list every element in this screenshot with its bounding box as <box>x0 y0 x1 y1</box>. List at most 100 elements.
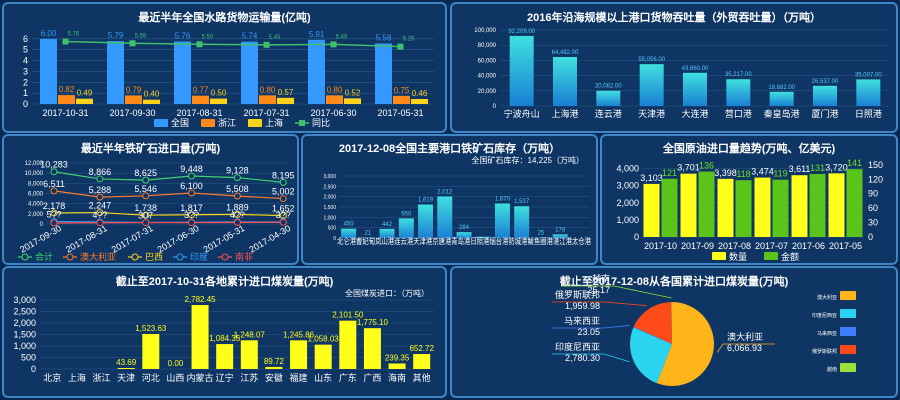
y-tick-label: 10,000 <box>25 171 44 177</box>
chart-title-coal: 截止至2017-10-31各地累计进口煤炭量(万吨) <box>115 276 334 288</box>
data-label: 0.40 <box>144 90 160 99</box>
data-label: 89.72 <box>264 357 285 366</box>
data-label: 119 <box>773 169 787 179</box>
data-label: 136 <box>699 161 714 171</box>
bar <box>363 328 381 369</box>
data-label: 5.79 <box>108 31 124 40</box>
y-tick-label: 12,000 <box>25 161 44 167</box>
bar <box>533 237 549 238</box>
line-point <box>96 219 104 227</box>
bar <box>509 35 534 106</box>
bar-数量 <box>680 173 697 237</box>
legend-swatch <box>764 252 778 260</box>
bar <box>856 79 881 106</box>
legend-label: 印度尼西亚 <box>812 312 837 319</box>
pie-label-value: 25.17 <box>587 285 610 295</box>
y-tick-label: 60,000 <box>478 58 497 64</box>
x-tick-label: 海南 <box>388 372 406 383</box>
data-label: 6.00 <box>41 29 57 38</box>
y-tick-label: 80,000 <box>478 43 497 49</box>
data-label: 121 <box>662 168 677 178</box>
legend-label: 上海 <box>265 117 283 128</box>
pie-label-value: 1,959.98 <box>565 301 600 311</box>
data-label: 4?? <box>92 210 107 220</box>
line-point <box>233 192 241 200</box>
x-tick-label: 2017-08 <box>718 241 751 251</box>
data-label: 0.80 <box>260 85 276 94</box>
data-label: 6,100 <box>180 181 203 191</box>
line-data-label: 5.45 <box>269 35 281 41</box>
chart-title-coalsrc: 截止至2017-12-08从各国累计进口煤炭量(万吨) <box>559 276 789 288</box>
bar-全国 <box>375 43 392 104</box>
data-label: 0.52 <box>345 88 361 97</box>
bar-浙江 <box>259 95 276 104</box>
y-tick-label: 0 <box>31 364 36 374</box>
bar <box>683 72 707 106</box>
data-label: 43.69 <box>116 358 137 367</box>
data-label: 35,217.00 <box>725 72 752 78</box>
legend-label: 浙江 <box>218 117 236 128</box>
bar-金额 <box>661 178 678 237</box>
y2-tick-label: 0 <box>868 232 873 242</box>
data-label: 178 <box>555 227 566 233</box>
bar <box>437 196 453 238</box>
y-tick-label: 1,500 <box>13 330 36 340</box>
data-label: 284 <box>459 225 470 231</box>
data-label: 1,652 <box>272 204 295 214</box>
bar <box>379 228 395 238</box>
data-label: 3,701 <box>677 163 700 173</box>
y-tick-label: 6 <box>23 34 28 44</box>
data-label: 8,625 <box>134 168 157 178</box>
legend-label: 全国 <box>171 117 189 128</box>
bar-上海 <box>411 99 428 104</box>
x-tick-label: 广东 <box>339 372 357 383</box>
x-tick-label: 北京 <box>43 372 61 383</box>
y-tick-label: 0 <box>493 104 497 110</box>
chart-ironstock: 0 500 1,000 1,500 2,000 2,500 3,000 450 21 442 950… <box>323 174 591 246</box>
data-label: 26,537.00 <box>812 79 839 85</box>
x-tick-label: 河北 <box>142 372 160 383</box>
data-label: 5?? <box>46 209 61 219</box>
data-label: 0.50 <box>211 89 227 98</box>
y-tick-label: 0 <box>40 222 44 228</box>
legend-label: 巴西 <box>145 252 163 262</box>
data-label: 9,128 <box>226 166 249 176</box>
x-tick-labels: 北仑港曹妃甸岚山港连云港天津港京唐港青岛港日照港烟台港防城港鲅鱼圈港湛江港太仓港 <box>337 236 591 246</box>
panel-coal: 截止至2017-10-31各地累计进口煤炭量(万吨) 全国煤炭进口：（万吨） 0… <box>2 266 447 398</box>
bar <box>553 56 577 106</box>
x-tick-label: 山东 <box>314 372 332 383</box>
legend-swatch-point <box>299 120 305 126</box>
bar-金额 <box>846 169 863 237</box>
y2-tick-label: 90 <box>868 189 878 199</box>
bar-上海 <box>143 99 160 104</box>
x-tick-label: 2017-07 <box>755 241 788 251</box>
y-tick-label: 20,000 <box>478 89 497 95</box>
bar <box>769 91 794 106</box>
data-label: 5,288 <box>89 185 112 195</box>
line-point <box>50 168 58 176</box>
data-label: 3,611 <box>789 164 811 174</box>
y-tick-label: 1,500 <box>323 205 336 211</box>
line-data-label: 5.49 <box>336 34 348 40</box>
y2-tick-label: 120 <box>868 174 883 184</box>
y2-tick-label: 60 <box>868 203 878 213</box>
data-label: 92,209.00 <box>508 29 535 35</box>
leader-line <box>552 325 630 329</box>
data-label: 18,682.00 <box>768 85 795 91</box>
y-tick-label: 40,000 <box>478 74 497 80</box>
y-tick-label: 3,000 <box>616 181 639 191</box>
bar <box>596 90 621 106</box>
legend-swatch <box>154 119 168 127</box>
data-label: 2,101.50 <box>332 311 364 320</box>
data-label: 5,002 <box>272 187 295 197</box>
chart-port: 0 20,000 40,000 60,000 80,000 100,000 92,209.0… <box>474 28 890 119</box>
y-tick-label: 500 <box>21 353 36 363</box>
x-tick-label: 上海港 <box>551 108 578 119</box>
x-tick-label: 2017-05-31 <box>377 108 423 118</box>
line-point <box>62 38 69 45</box>
leader-line <box>552 301 647 306</box>
data-label: 1,619 <box>418 198 434 204</box>
